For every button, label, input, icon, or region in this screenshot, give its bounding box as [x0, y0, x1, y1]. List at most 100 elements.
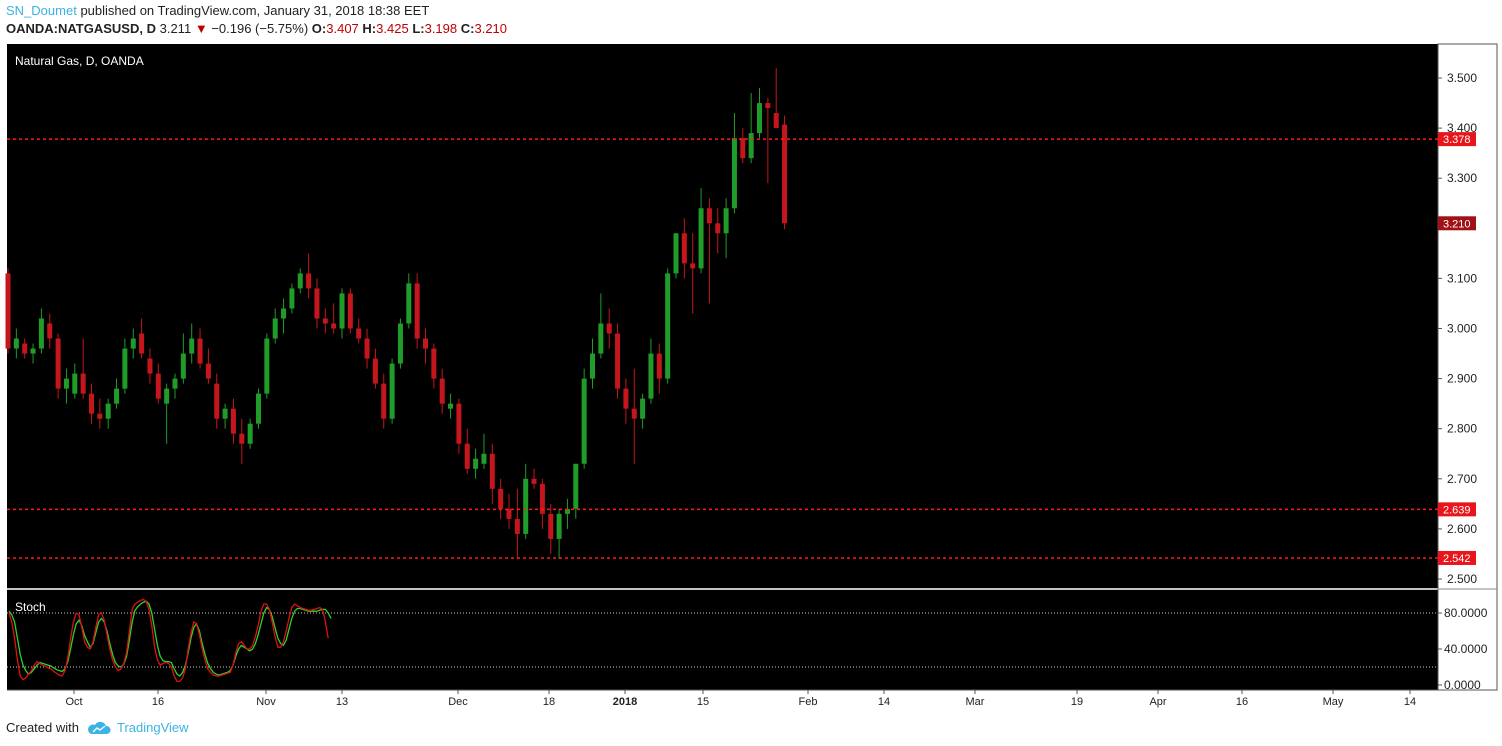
stoch-tick-label: 80.0000 [1444, 606, 1488, 620]
price-tick-label: 3.100 [1447, 271, 1477, 285]
candle-body [331, 323, 337, 329]
candle-body [13, 338, 19, 349]
time-tick-label: 19 [1071, 696, 1083, 708]
author-link[interactable]: SN_Doumet [6, 3, 77, 18]
candle-body [606, 323, 612, 334]
candle-body [581, 378, 587, 464]
candle-body [498, 488, 504, 509]
candle-body [656, 353, 662, 379]
candle-body [531, 478, 537, 484]
price-tick-label: 3.000 [1447, 322, 1477, 336]
publish-info: SN_Doumet published on TradingView.com, … [6, 3, 429, 18]
stoch-tick-label: 0.0000 [1444, 678, 1481, 692]
time-tick-label: 13 [336, 696, 348, 708]
candle-body [30, 348, 36, 354]
candle-body [573, 463, 579, 509]
high-value: 3.425 [376, 21, 409, 36]
price-tick-label: 2.500 [1447, 572, 1477, 586]
candle-body [397, 323, 403, 364]
candle-body [214, 383, 220, 419]
candle-body [189, 338, 195, 354]
candle-body [514, 518, 520, 534]
published-text: published on TradingView.com, January 31… [80, 3, 430, 18]
level-price-label: 2.639 [1443, 504, 1471, 516]
candle-body [640, 398, 646, 419]
candle-body [180, 353, 186, 379]
candle-body [464, 443, 470, 469]
candle-body [481, 453, 487, 464]
stoch-tick-label: 40.0000 [1444, 642, 1488, 656]
time-tick-label: 16 [1236, 696, 1248, 708]
candle-body [230, 408, 236, 434]
candle-body [122, 348, 128, 389]
price-tick-label: 2.700 [1447, 472, 1477, 486]
level-price-badge [1438, 550, 1476, 565]
candle-body [105, 403, 111, 419]
candle-body [489, 453, 495, 489]
price-change: −0.196 (−5.75%) [211, 21, 309, 36]
candle-body [773, 113, 779, 129]
candle-body [615, 333, 621, 389]
candle-body [423, 338, 428, 349]
low-label: L: [412, 21, 425, 36]
candle-body [690, 263, 696, 269]
time-tick-label: May [1323, 696, 1344, 708]
candle-body [72, 373, 78, 394]
close-value: 3.210 [474, 21, 508, 36]
candle-body [339, 293, 345, 329]
candle-body [448, 403, 454, 409]
stoch-d-line [8, 598, 329, 683]
candle-body [757, 103, 762, 134]
candle-body [473, 458, 479, 469]
level-price-label: 3.378 [1443, 134, 1471, 146]
candle-body [22, 343, 28, 354]
time-tick-label: 14 [1404, 696, 1416, 708]
open-label: O: [311, 21, 327, 36]
candle-body [347, 293, 353, 329]
low-value: 3.198 [424, 21, 458, 36]
price-pane [7, 44, 1438, 588]
candle-body [506, 508, 512, 519]
candle-body [406, 283, 412, 324]
symbol-name: OANDA:NATGASUSD, D [6, 21, 156, 36]
open-value: 3.407 [326, 21, 359, 36]
time-tick-label: 15 [697, 696, 709, 708]
candle-body [297, 273, 303, 289]
candle-body [706, 208, 712, 224]
candle-body [414, 283, 420, 339]
price-tick-label: 3.300 [1447, 171, 1477, 185]
down-arrow-icon: ▼ [194, 21, 208, 36]
candle-body [364, 338, 370, 359]
time-tick-label: Feb [799, 696, 818, 708]
stoch-k-line [8, 600, 332, 677]
candle-body [731, 138, 737, 209]
time-tick-label: 18 [543, 696, 555, 708]
candle-body [356, 328, 362, 339]
candle-body [698, 208, 704, 269]
tradingview-cloud-icon [88, 721, 111, 734]
candle-body [130, 338, 136, 349]
candle-body [590, 353, 595, 379]
price-tick-label: 3.500 [1447, 71, 1477, 85]
candle-body [239, 433, 245, 444]
candle-body [681, 233, 687, 264]
candle-body [748, 133, 754, 159]
candle-body [205, 363, 211, 379]
tradingview-brand[interactable]: TradingView [116, 720, 189, 735]
footer: Created with TradingView [6, 720, 189, 735]
created-with-text: Created with [6, 720, 79, 735]
candle-body [272, 318, 278, 339]
candle-body [197, 338, 203, 364]
candle-body [322, 318, 328, 324]
candle-body [5, 273, 11, 349]
close-label: C: [460, 21, 475, 36]
candle-body [97, 413, 103, 419]
level-price-badge [1438, 502, 1476, 517]
time-tick-label: Dec [448, 696, 468, 708]
candle-body [381, 383, 387, 419]
candle-body [539, 483, 545, 514]
candle-body [281, 308, 287, 319]
candle-body [782, 124, 788, 224]
price-tick-label: 2.600 [1447, 522, 1477, 536]
